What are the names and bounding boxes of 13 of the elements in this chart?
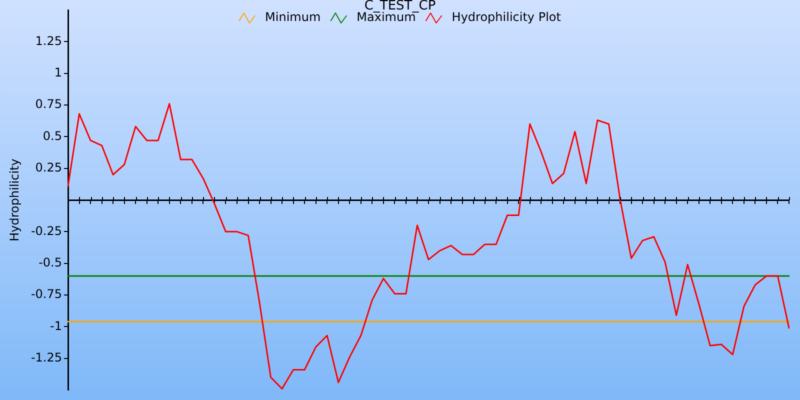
y-tick-label: -0.75 xyxy=(30,287,62,302)
y-tick-label: -1.25 xyxy=(30,350,62,364)
y-tick-label: -1 xyxy=(50,318,62,333)
y-tick-label: -0.5 xyxy=(38,255,62,270)
y-tick-label: 0.25 xyxy=(35,160,62,174)
y-tick-label: 1 xyxy=(54,65,62,80)
y-tick-label: -0.25 xyxy=(30,224,62,238)
y-tick-label: 1.25 xyxy=(35,34,62,48)
y-tick-label: 0.75 xyxy=(35,97,62,112)
y-axis-title: Hydrophilicity xyxy=(7,158,22,242)
y-tick-label: 0.5 xyxy=(42,128,62,143)
legend-label: Minimum xyxy=(265,10,321,24)
legend-label: Hydrophilicity Plot xyxy=(452,10,562,24)
